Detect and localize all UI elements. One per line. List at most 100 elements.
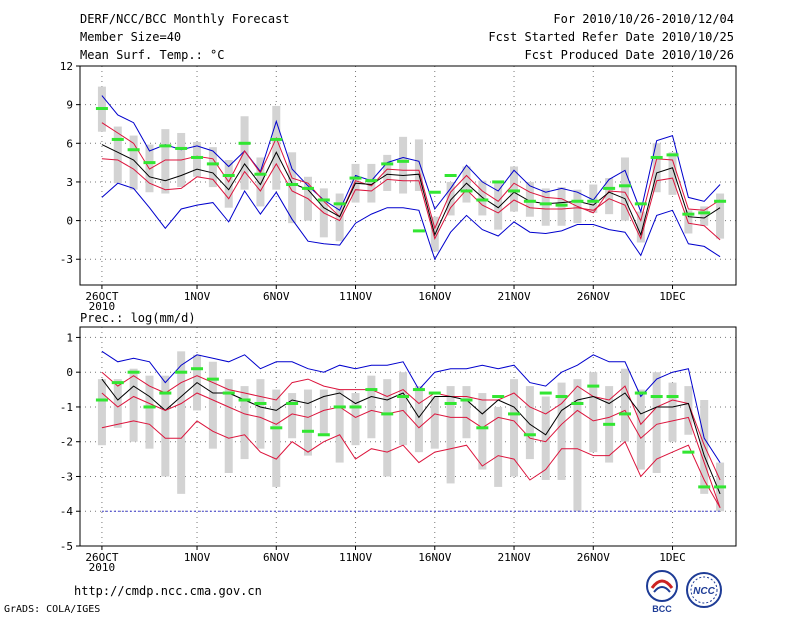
spread-box	[462, 166, 471, 203]
obs-marker	[365, 179, 378, 183]
spread-box	[541, 188, 550, 226]
obs-marker	[238, 398, 251, 402]
x-tick-label: 1DEC	[659, 290, 686, 303]
obs-marker	[666, 153, 679, 157]
y-tick-label: -3	[60, 470, 73, 483]
spread-box	[129, 368, 138, 442]
bcc-logo-text: BCC	[652, 604, 672, 614]
x-tick-label: 6NOV	[263, 290, 290, 303]
spread-box	[161, 129, 170, 194]
spread-box	[573, 379, 582, 512]
obs-marker	[286, 401, 299, 405]
spread-box	[557, 382, 566, 480]
y-tick-label: 3	[66, 176, 73, 189]
obs-marker	[301, 429, 314, 433]
obs-marker	[555, 203, 568, 207]
spread-box	[97, 379, 106, 446]
series-upper-line	[101, 122, 721, 230]
spread-box	[510, 166, 519, 212]
spread-box	[161, 375, 170, 477]
obs-marker	[159, 391, 172, 395]
obs-marker	[191, 367, 204, 371]
spread-box	[224, 160, 233, 208]
fcst-start-date: Fcst Started Refer Date 2010/10/25	[488, 30, 734, 44]
spread-box	[494, 406, 503, 487]
y-tick-label: -1	[60, 401, 73, 414]
obs-marker	[175, 146, 188, 150]
spread-box	[700, 206, 709, 226]
spread-box	[256, 379, 265, 449]
spread-box	[208, 361, 217, 449]
obs-marker	[127, 370, 140, 374]
spread-box	[351, 393, 360, 446]
obs-marker	[254, 401, 267, 405]
spread-box	[652, 372, 661, 473]
obs-marker	[397, 395, 410, 399]
obs-marker	[634, 391, 647, 395]
obs-marker	[603, 186, 616, 190]
obs-marker	[444, 401, 457, 405]
obs-marker	[603, 422, 616, 426]
spread-box	[541, 396, 550, 480]
spread-box	[335, 389, 344, 463]
spread-box	[589, 372, 598, 453]
obs-marker	[650, 395, 663, 399]
obs-marker	[476, 426, 489, 430]
x-tick-label: 26OCT	[85, 551, 118, 564]
spread-box	[256, 157, 265, 207]
spread-box	[145, 375, 154, 449]
obs-marker	[618, 184, 631, 188]
obs-marker	[508, 412, 521, 416]
spread-box	[478, 180, 487, 216]
source-url[interactable]: http://cmdp.ncc.cma.gov.cn	[74, 584, 262, 598]
obs-marker	[508, 189, 521, 193]
obs-marker	[444, 174, 457, 177]
obs-marker	[381, 412, 394, 416]
spread-box	[589, 184, 598, 213]
spread-box	[478, 393, 487, 470]
obs-marker	[460, 189, 473, 193]
spread-box	[272, 389, 281, 487]
y-tick-label: -3	[60, 253, 73, 266]
series-min-line	[101, 182, 721, 261]
fcst-produced-date: Fcst Produced Date 2010/10/26	[524, 48, 734, 62]
x-tick-label: 21NOV	[497, 290, 530, 303]
spread-box	[620, 368, 629, 442]
obs-marker	[365, 388, 378, 392]
ncc-logo-text: NCC	[693, 586, 715, 597]
spread-box	[684, 386, 693, 435]
obs-marker	[270, 137, 283, 141]
x-tick-label: 16NOV	[418, 551, 451, 564]
spread-box	[446, 386, 455, 484]
x-tick-label: 6NOV	[263, 551, 290, 564]
obs-marker	[270, 426, 283, 430]
obs-marker	[333, 202, 346, 206]
obs-marker	[571, 401, 584, 405]
spread-box	[240, 116, 249, 190]
spread-box	[113, 126, 122, 184]
logos: BCC NCC	[646, 570, 722, 614]
obs-marker	[428, 190, 441, 194]
obs-marker	[111, 137, 124, 141]
x-tick-label: 1NOV	[184, 551, 211, 564]
spread-box	[414, 386, 423, 453]
y-tick-label: 0	[66, 366, 73, 379]
spread-box	[288, 152, 297, 224]
member-size: Member Size=40	[80, 30, 182, 44]
spread-box	[399, 136, 408, 194]
obs-marker	[492, 395, 505, 399]
panel-frame	[79, 326, 737, 547]
obs-marker	[460, 398, 473, 402]
x-tick-label: 26NOV	[577, 551, 610, 564]
y-tick-label: 1	[66, 331, 73, 344]
x-tick-sublabel: 2010	[89, 561, 116, 574]
obs-marker	[317, 433, 330, 437]
spread-box	[367, 375, 376, 439]
obs-marker	[206, 162, 219, 166]
obs-marker	[698, 211, 711, 215]
obs-marker	[523, 433, 536, 437]
bcc-logo: BCC	[646, 570, 678, 614]
